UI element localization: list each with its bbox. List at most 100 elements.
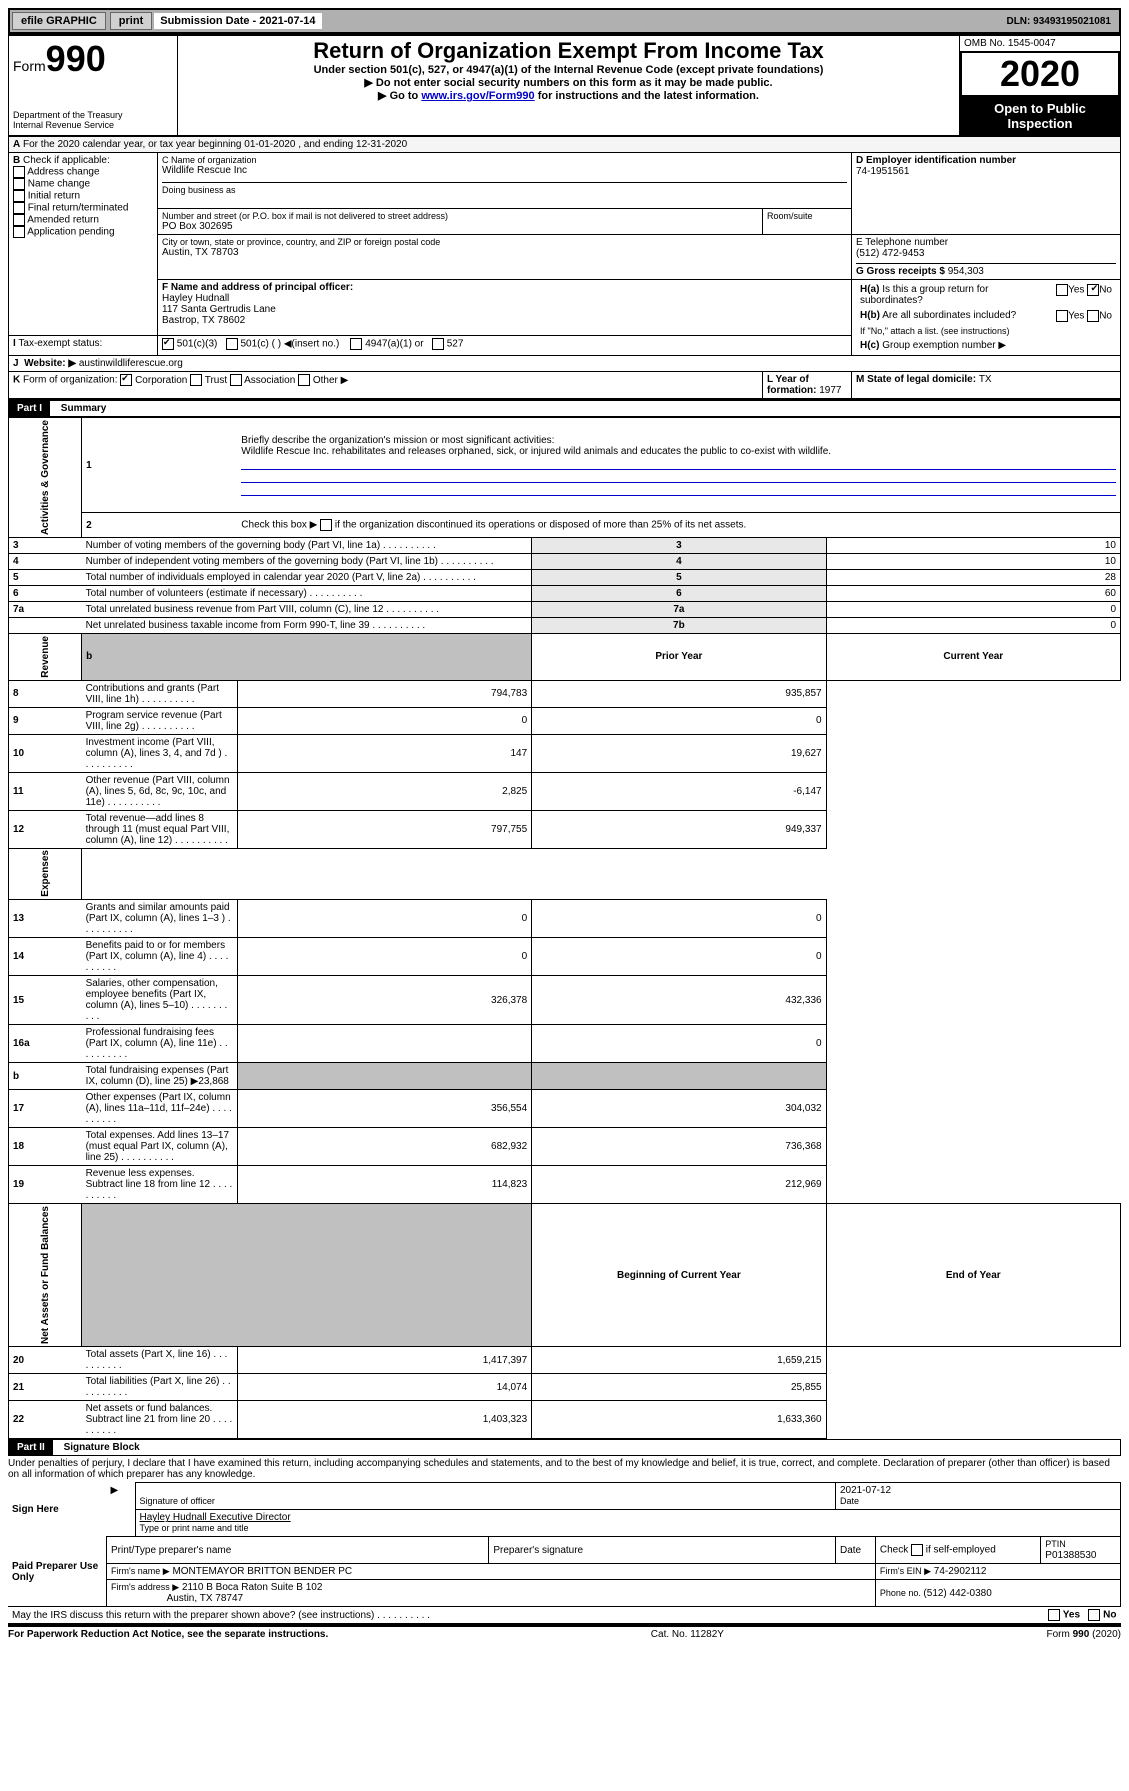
firm-phone: (512) 442-0380 bbox=[923, 1588, 991, 1599]
ein-label: D Employer identification number bbox=[856, 155, 1016, 166]
domicile-label: M State of legal domicile: bbox=[856, 374, 979, 385]
discuss-no-checkbox[interactable] bbox=[1088, 1609, 1100, 1621]
goto-post: for instructions and the latest informat… bbox=[535, 90, 759, 102]
ptin-value: P01388530 bbox=[1045, 1550, 1096, 1561]
year-formation-label: L Year of formation: bbox=[767, 374, 819, 396]
sig-date: 2021-07-12 bbox=[840, 1485, 891, 1496]
summary-row-box: 7b bbox=[532, 618, 826, 634]
officer-printed-name: Hayley Hudnall Executive Director bbox=[140, 1512, 291, 1523]
part2-title: Signature Block bbox=[56, 1442, 140, 1453]
b-option-label: Final return/terminated bbox=[28, 203, 129, 214]
goto-pre: Go to bbox=[390, 90, 422, 102]
dept-treasury: Department of the Treasury Internal Reve… bbox=[13, 110, 173, 130]
k-option-checkbox[interactable] bbox=[120, 374, 132, 386]
k-option-checkbox[interactable] bbox=[190, 374, 202, 386]
efile-button[interactable]: efile GRAPHIC bbox=[12, 12, 106, 30]
ha-label: Is this a group return for subordinates? bbox=[860, 284, 988, 306]
b-option-checkbox[interactable] bbox=[13, 226, 25, 238]
b-option-checkbox[interactable] bbox=[13, 214, 25, 226]
summary-row-value: 28 bbox=[826, 570, 1120, 586]
self-employed-checkbox[interactable] bbox=[911, 1544, 923, 1556]
perjury-declaration: Under penalties of perjury, I declare th… bbox=[8, 1456, 1121, 1482]
summary-row-label: Revenue less expenses. Subtract line 18 … bbox=[82, 1166, 238, 1204]
b-label: Check if applicable: bbox=[23, 155, 110, 166]
part2-header: Part II bbox=[9, 1440, 53, 1455]
b-option-checkbox[interactable] bbox=[13, 202, 25, 214]
summary-row-label: Total revenue—add lines 8 through 11 (mu… bbox=[82, 810, 238, 848]
website-value: austinwildliferescue.org bbox=[79, 358, 183, 369]
cat-number: Cat. No. 11282Y bbox=[651, 1629, 724, 1640]
prior-value: 326,378 bbox=[237, 976, 531, 1025]
501c3-checkbox[interactable] bbox=[162, 338, 174, 350]
527-checkbox[interactable] bbox=[432, 338, 444, 350]
q2-checkbox[interactable] bbox=[320, 519, 332, 531]
b-option-checkbox[interactable] bbox=[13, 166, 25, 178]
date-label: Date bbox=[840, 1496, 859, 1506]
print-button[interactable]: print bbox=[110, 12, 152, 30]
firm-ein-label: Firm's EIN ▶ bbox=[880, 1566, 931, 1576]
current-value: 1,633,360 bbox=[532, 1401, 826, 1439]
current-value: 949,337 bbox=[532, 810, 826, 848]
prior-value: 2,825 bbox=[237, 772, 531, 810]
firm-name-label: Firm's name ▶ bbox=[111, 1566, 170, 1576]
summary-row-label: Total fundraising expenses (Part IX, col… bbox=[82, 1063, 238, 1090]
current-year-header: Current Year bbox=[943, 651, 1003, 662]
note-ssn: Do not enter social security numbers on … bbox=[182, 76, 955, 89]
summary-row-label: Other revenue (Part VIII, column (A), li… bbox=[82, 772, 238, 810]
summary-row-value: 0 bbox=[826, 618, 1120, 634]
officer-addr2: Bastrop, TX 78602 bbox=[162, 315, 847, 326]
end-year-header: End of Year bbox=[946, 1270, 1001, 1281]
entity-info: A For the 2020 calendar year, or tax yea… bbox=[8, 136, 1121, 399]
current-value: -6,147 bbox=[532, 772, 826, 810]
self-employed: Check if self-employed bbox=[875, 1537, 1040, 1564]
omb-number: OMB No. 1545-0047 bbox=[960, 36, 1120, 51]
hb-yes-checkbox[interactable] bbox=[1056, 310, 1068, 322]
prior-value bbox=[237, 1025, 531, 1063]
irs-link[interactable]: www.irs.gov/Form990 bbox=[421, 90, 534, 102]
summary-row-label: Professional fundraising fees (Part IX, … bbox=[82, 1025, 238, 1063]
b-option-label: Application pending bbox=[27, 227, 114, 238]
summary-row-label: Total assets (Part X, line 16) bbox=[82, 1347, 238, 1374]
current-value: 1,659,215 bbox=[532, 1347, 826, 1374]
current-value: 935,857 bbox=[532, 680, 826, 707]
4947-checkbox[interactable] bbox=[350, 338, 362, 350]
summary-row-label: Net assets or fund balances. Subtract li… bbox=[82, 1401, 238, 1439]
part1-header: Part I bbox=[9, 401, 50, 416]
tax-year: 2020 bbox=[960, 51, 1120, 97]
prep-sig-label: Preparer's signature bbox=[489, 1537, 836, 1564]
q1-label: Briefly describe the organization's miss… bbox=[241, 435, 554, 446]
firm-addr1: 2110 B Boca Raton Suite B 102 bbox=[182, 1582, 322, 1593]
summary-row-label: Number of independent voting members of … bbox=[82, 554, 532, 570]
ha-no-checkbox[interactable] bbox=[1087, 284, 1099, 296]
prior-value: 14,074 bbox=[237, 1374, 531, 1401]
b-option-checkbox[interactable] bbox=[13, 178, 25, 190]
prior-value: 794,783 bbox=[237, 680, 531, 707]
summary-row-label: Total number of individuals employed in … bbox=[82, 570, 532, 586]
sig-officer-label: Signature of officer bbox=[140, 1496, 215, 1506]
current-value: 0 bbox=[532, 938, 826, 976]
sign-here-label: Sign Here bbox=[8, 1483, 107, 1537]
discuss-yes-checkbox[interactable] bbox=[1048, 1609, 1060, 1621]
summary-row-label: Grants and similar amounts paid (Part IX… bbox=[82, 900, 238, 938]
hb-label: Are all subordinates included? bbox=[882, 310, 1016, 321]
top-bar: efile GRAPHIC print Submission Date - 20… bbox=[8, 8, 1121, 34]
hb-no-checkbox[interactable] bbox=[1087, 310, 1099, 322]
b-option-checkbox[interactable] bbox=[13, 190, 25, 202]
501c-checkbox[interactable] bbox=[226, 338, 238, 350]
addr-label: Number and street (or P.O. box if mail i… bbox=[162, 211, 758, 221]
current-value: 0 bbox=[532, 900, 826, 938]
prior-year-header: Prior Year bbox=[655, 651, 702, 662]
current-value: 432,336 bbox=[532, 976, 826, 1025]
summary-row-box: 3 bbox=[532, 538, 826, 554]
b-option-label: Initial return bbox=[28, 191, 80, 202]
prior-value: 1,417,397 bbox=[237, 1347, 531, 1374]
k-label: Form of organization: bbox=[23, 375, 118, 386]
summary-row-label: Contributions and grants (Part VIII, lin… bbox=[82, 680, 238, 707]
prep-date-label: Date bbox=[835, 1537, 875, 1564]
k-option-checkbox[interactable] bbox=[230, 374, 242, 386]
current-value: 736,368 bbox=[532, 1128, 826, 1166]
ha-yes-checkbox[interactable] bbox=[1056, 284, 1068, 296]
summary-row-label: Total expenses. Add lines 13–17 (must eq… bbox=[82, 1128, 238, 1166]
governance-label: Activities & Governance bbox=[9, 418, 82, 538]
k-option-checkbox[interactable] bbox=[298, 374, 310, 386]
